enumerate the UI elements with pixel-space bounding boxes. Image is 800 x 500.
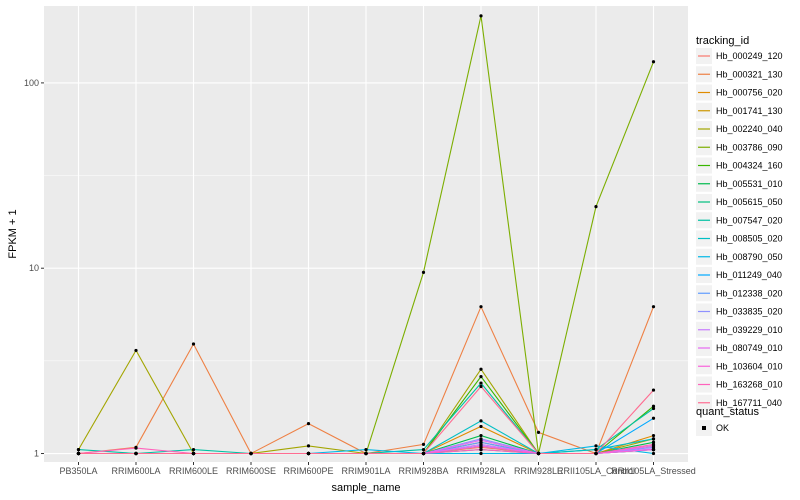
data-point: [364, 447, 368, 452]
y-axis: 1 10 100: [24, 78, 44, 459]
data-point: [594, 444, 598, 448]
x-tick-label: RRIM600SE: [226, 466, 276, 476]
data-point: [479, 381, 483, 385]
data-point: [536, 430, 541, 435]
data-point: [651, 447, 656, 452]
legend-label: Hb_012338_020: [716, 288, 783, 298]
legend-title: tracking_id: [696, 35, 749, 47]
data-points: [76, 14, 656, 456]
point-shape-icon: [702, 426, 706, 430]
x-tick-label: RRIM600PE: [283, 466, 333, 476]
data-point: [479, 451, 483, 456]
legend-label: Hb_007547_020: [716, 215, 783, 225]
legend-label: Hb_002240_040: [716, 124, 783, 134]
legend-label: Hb_103604_010: [716, 361, 783, 371]
data-point: [479, 367, 483, 371]
data-point: [479, 438, 483, 442]
x-tick-label: PB350LA: [59, 466, 97, 476]
y-tick-label: 100: [24, 78, 39, 88]
data-point: [594, 447, 598, 452]
data-point: [76, 451, 81, 456]
data-point: [651, 305, 656, 309]
data-point: [594, 451, 598, 456]
x-tick-label: RRIM928BA: [398, 466, 448, 476]
data-point: [651, 433, 656, 438]
legend-label: Hb_000756_020: [716, 88, 783, 98]
data-point: [421, 451, 426, 456]
data-point: [536, 451, 541, 456]
legend-label: Hb_039229_010: [716, 325, 783, 335]
x-axis: PB350LA RRIM600LA RRIM600LE RRIM600SE RRIM60…: [59, 462, 696, 476]
y-axis-title: FPKM + 1: [7, 209, 19, 258]
legend-label: Hb_000321_130: [716, 69, 783, 79]
data-point: [479, 14, 483, 18]
data-point: [421, 442, 426, 447]
data-point: [364, 451, 368, 456]
x-tick-label: RRIM928LE: [514, 466, 563, 476]
data-point: [651, 437, 656, 441]
legend-label: Hb_008505_020: [716, 234, 783, 244]
legend-label: Hb_033835_020: [716, 307, 783, 317]
data-point: [651, 442, 656, 447]
legend-label: Hb_008790_050: [716, 252, 783, 262]
data-point: [479, 419, 483, 423]
legend-label: Hb_003786_090: [716, 142, 783, 152]
data-point: [479, 433, 483, 438]
data-point: [479, 424, 483, 429]
legend: tracking_id Hb_000249_120 Hb_000321_130 Hb…: [696, 35, 783, 411]
data-point: [306, 422, 311, 426]
legend-label: Hb_163268_010: [716, 380, 783, 390]
legend-label: Hb_011249_040: [716, 270, 782, 280]
data-point: [651, 60, 656, 64]
shape-legend-title: quant_status: [696, 406, 759, 418]
legend-label: Hb_005531_010: [716, 179, 783, 189]
legend-label: Hb_000249_120: [716, 51, 783, 61]
legend-label: Hb_167711_040: [716, 398, 782, 408]
legend-label: Hb_005615_050: [716, 197, 783, 207]
data-point: [191, 451, 196, 456]
data-point: [651, 388, 656, 392]
x-tick-label: RRIM901LA: [341, 466, 390, 476]
data-point: [651, 404, 656, 408]
data-point: [421, 447, 426, 452]
x-tick-label: RRIM928LA: [456, 466, 505, 476]
legend-label: Hb_001741_130: [716, 106, 783, 116]
data-point: [479, 444, 483, 448]
data-point: [479, 375, 483, 379]
x-tick-label: RRIM600LA: [111, 466, 160, 476]
data-point: [191, 447, 196, 452]
data-point: [191, 342, 196, 346]
x-axis-title: sample_name: [331, 482, 400, 494]
legend-label: Hb_080749_010: [716, 343, 783, 353]
data-point: [306, 451, 311, 456]
data-point: [479, 305, 483, 309]
data-point: [651, 406, 656, 411]
data-point: [479, 447, 483, 452]
y-tick-label: 10: [29, 263, 39, 273]
data-point: [306, 444, 311, 448]
y-tick-label: 1: [34, 449, 39, 459]
data-point: [479, 384, 483, 389]
data-point: [134, 446, 138, 450]
x-tick-label: RRII105LA_Stressed: [611, 466, 696, 476]
data-point: [594, 205, 598, 209]
data-point: [249, 451, 253, 456]
shape-legend-label: OK: [716, 423, 729, 433]
shape-legend: quant_status OK: [696, 406, 759, 436]
x-tick-label: RRIM600LE: [169, 466, 218, 476]
data-point: [134, 451, 138, 456]
data-point: [651, 451, 656, 456]
data-point: [651, 416, 656, 420]
data-point: [76, 447, 81, 452]
data-point: [421, 270, 426, 274]
x-tick-label: RRII105LA_Control: [557, 466, 635, 476]
legend-label: Hb_004324_160: [716, 161, 783, 171]
data-point: [134, 348, 138, 353]
